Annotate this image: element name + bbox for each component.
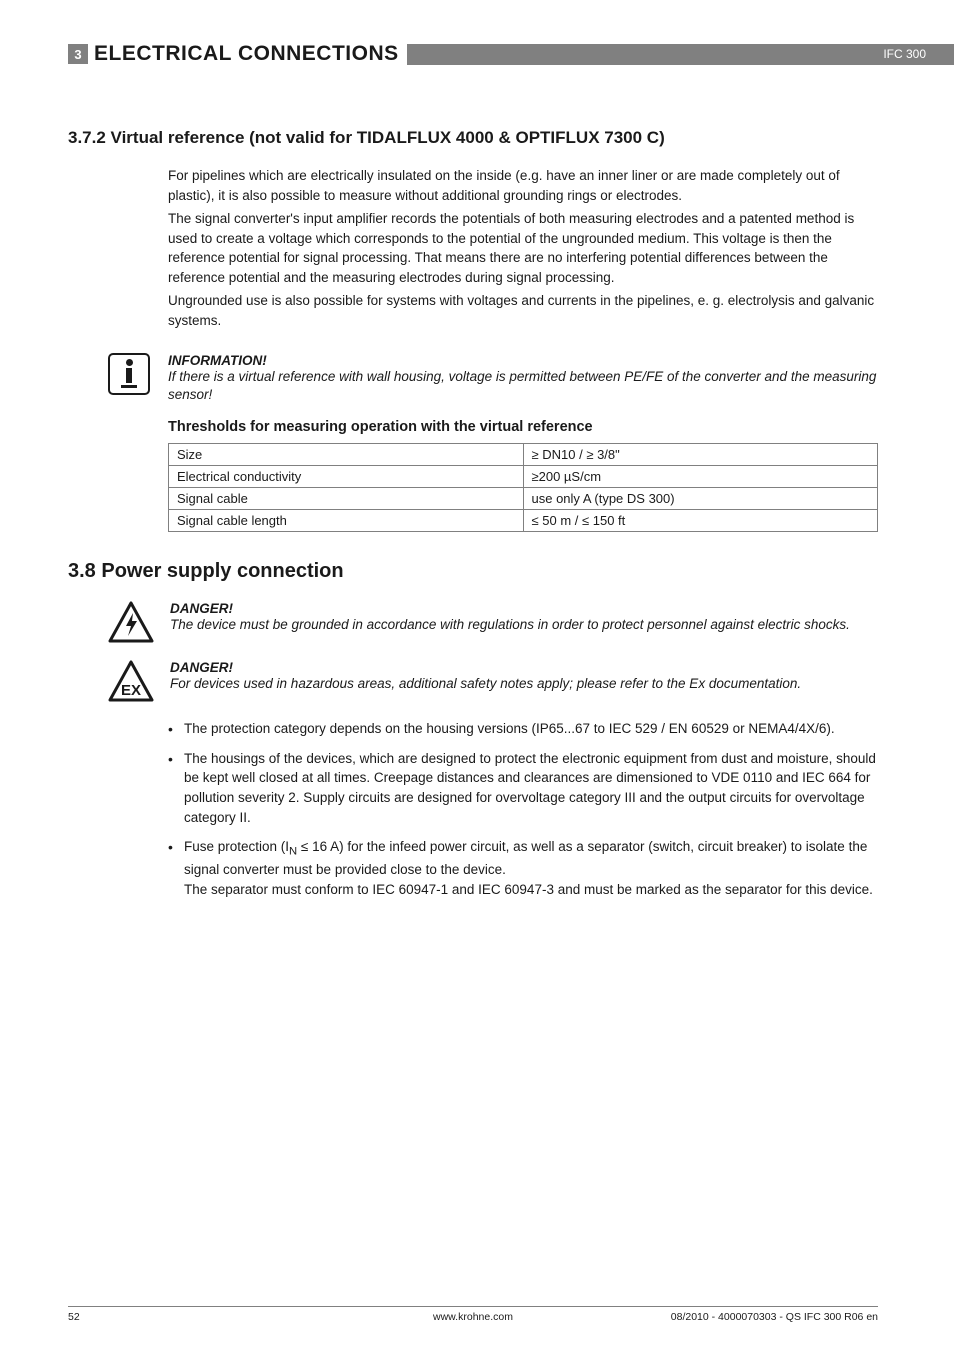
heading-3-7-2: 3.7.2 Virtual reference (not valid for T… — [68, 128, 878, 148]
bullet3-pre: Fuse protection (I — [184, 839, 289, 854]
bullet3-sub: N — [289, 846, 297, 858]
page-content: 3.7.2 Virtual reference (not valid for T… — [68, 128, 878, 909]
table-cell: ≤ 50 m / ≤ 150 ft — [523, 510, 878, 532]
danger-2-body-red: For devices used in hazardous areas, add… — [170, 676, 797, 691]
para-3: Ungrounded use is also possible for syst… — [168, 291, 878, 330]
header-rule: IFC 300 — [407, 44, 954, 65]
heading-3-8: 3.8 Power supply connection — [68, 560, 878, 583]
thresholds-table: Size ≥ DN10 / ≥ 3/8" Electrical conducti… — [168, 443, 878, 532]
bullet-list: The protection category depends on the h… — [168, 719, 878, 899]
table-caption: Thresholds for measuring operation with … — [168, 419, 878, 435]
information-lead: INFORMATION! — [168, 353, 878, 368]
table-cell: Signal cable length — [169, 510, 524, 532]
body-3-7-2: For pipelines which are electrically ins… — [168, 166, 878, 331]
table-row: Signal cable use only A (type DS 300) — [169, 488, 878, 510]
danger-2-lead: DANGER! — [170, 660, 801, 675]
danger-2-body-tail: . — [797, 676, 801, 691]
page-footer: 52 www.krohne.com 08/2010 - 4000070303 -… — [68, 1306, 878, 1323]
information-icon — [108, 353, 150, 395]
section-number-box: 3 — [68, 44, 88, 64]
danger-callout-1: DANGER! The device must be grounded in a… — [68, 601, 878, 646]
table-row: Signal cable length ≤ 50 m / ≤ 150 ft — [169, 510, 878, 532]
bullet-item: The protection category depends on the h… — [168, 719, 878, 739]
danger-1-text: DANGER! The device must be grounded in a… — [170, 601, 850, 646]
table-row: Electrical conductivity ≥200 µS/cm — [169, 466, 878, 488]
table-row: Size ≥ DN10 / ≥ 3/8" — [169, 444, 878, 466]
thresholds-block: Thresholds for measuring operation with … — [168, 419, 878, 532]
table-cell: use only A (type DS 300) — [523, 488, 878, 510]
danger-callout-2: EX DANGER! For devices used in hazardous… — [68, 660, 878, 705]
information-body: If there is a virtual reference with wal… — [168, 368, 878, 406]
table-cell: ≥200 µS/cm — [523, 466, 878, 488]
bullet-item: Fuse protection (IN ≤ 16 A) for the infe… — [168, 837, 878, 899]
danger-1-lead: DANGER! — [170, 601, 850, 616]
table-cell: ≥ DN10 / ≥ 3/8" — [523, 444, 878, 466]
danger-1-body: The device must be grounded in accordanc… — [170, 616, 850, 635]
danger-electric-icon — [108, 601, 156, 646]
table-cell: Electrical conductivity — [169, 466, 524, 488]
page-header: 3 ELECTRICAL CONNECTIONS IFC 300 — [68, 42, 954, 66]
footer-page-number: 52 — [68, 1311, 80, 1323]
table-cell: Size — [169, 444, 524, 466]
danger-ex-icon: EX — [108, 660, 156, 705]
table-cell: Signal cable — [169, 488, 524, 510]
bullet3-line2: The separator must conform to IEC 60947-… — [184, 882, 873, 897]
information-callout: INFORMATION! If there is a virtual refer… — [68, 353, 878, 406]
svg-text:EX: EX — [121, 682, 141, 699]
danger-2-body: For devices used in hazardous areas, add… — [170, 675, 801, 694]
para-1: For pipelines which are electrically ins… — [168, 166, 878, 205]
para-2: The signal converter's input amplifier r… — [168, 209, 878, 287]
danger-2-text: DANGER! For devices used in hazardous ar… — [170, 660, 801, 705]
bullet-item: The housings of the devices, which are d… — [168, 749, 878, 827]
header-title: ELECTRICAL CONNECTIONS — [94, 42, 399, 66]
information-text: INFORMATION! If there is a virtual refer… — [168, 353, 878, 406]
product-badge: IFC 300 — [883, 47, 926, 61]
footer-docref: 08/2010 - 4000070303 - QS IFC 300 R06 en — [671, 1311, 878, 1323]
